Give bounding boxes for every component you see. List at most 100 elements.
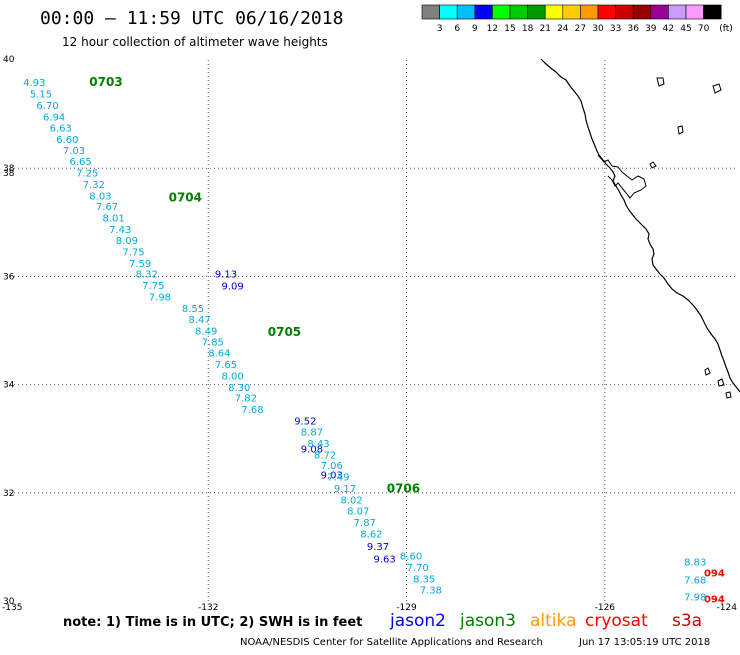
y-tick-label: 34 — [3, 381, 15, 391]
swh-label: 7.87 — [354, 518, 376, 529]
swh-label: 8.60 — [400, 552, 422, 563]
colorbar-swatch — [632, 4, 652, 20]
y-tick-label: 40 — [3, 55, 15, 65]
y-tick-label: 32 — [3, 489, 14, 499]
colorbar-swatch — [492, 4, 511, 20]
x-tick-label: -126 — [595, 603, 616, 613]
y-tick-label: 30 — [3, 597, 15, 607]
pass-label: 0703 — [89, 75, 122, 89]
swh-label: 8.62 — [360, 529, 382, 540]
swh-label: 9.37 — [367, 542, 389, 553]
coastline-map — [540, 58, 740, 399]
island-shape — [656, 77, 665, 87]
swh-label: 7.49 — [327, 473, 349, 484]
swh-label: 9.63 — [374, 554, 396, 565]
swh-label: 9.09 — [221, 282, 243, 293]
swh-label: 5.15 — [30, 90, 52, 101]
colorbar-label: 70 — [698, 24, 710, 34]
swh-label: 8.02 — [340, 495, 362, 506]
swh-label: 8.49 — [195, 327, 217, 338]
swh-label: 8.35 — [413, 574, 435, 585]
swh-label: 8.64 — [208, 349, 230, 360]
colorbar-label: 33 — [610, 24, 621, 34]
colorbar-label: 6 — [454, 24, 460, 34]
swh-label: 9.17 — [334, 484, 356, 495]
swh-label: 7.70 — [407, 563, 429, 574]
footer-credit: NOAA/NESDIS Center for Satellite Applica… — [240, 637, 543, 648]
colorbar-label: 39 — [645, 24, 657, 34]
swh-label: 7.82 — [235, 394, 257, 405]
colorbar-swatch — [650, 4, 669, 20]
swh-label: 8.43 — [307, 439, 329, 450]
island-shape — [725, 391, 732, 399]
swh-label: 8.83 — [684, 558, 706, 569]
colorbar-label: 30 — [592, 24, 604, 34]
legend-item-s3a: s3a — [672, 611, 702, 631]
swh-label: 9.03 — [321, 470, 343, 481]
island-shape — [704, 367, 711, 376]
swh-label: 7.68 — [684, 575, 706, 586]
swh-label: 7.98 — [149, 292, 171, 303]
legend: jason2 jason3 altika cryosat s3a — [389, 611, 702, 631]
data-marks: 9.139.09 9.52 9.08 9.03 9.379.63 0703 0704 0705… — [23, 75, 725, 605]
swh-label: 8.30 — [228, 383, 250, 394]
pass-label: 0706 — [387, 481, 420, 495]
bay-path — [597, 154, 647, 199]
coastline-path — [540, 58, 740, 393]
swh-label: 8.72 — [314, 450, 336, 461]
y-tick-label: 38 — [3, 169, 15, 179]
colorbar-swatch — [439, 4, 458, 20]
colorbar-label: 9 — [472, 24, 478, 34]
swh-label: 6.60 — [56, 135, 78, 146]
colorbar-label: 15 — [504, 24, 515, 34]
swh-label: 8.01 — [103, 213, 125, 224]
colorbar-label: 12 — [487, 24, 498, 34]
swh-label: 9.13 — [215, 270, 237, 281]
swh-label: 6.94 — [43, 112, 65, 123]
swh-label: 4.93 — [23, 78, 45, 89]
x-tick-label: -132 — [198, 603, 218, 613]
pass-label: 0704 — [169, 190, 202, 204]
colorbar-swatch — [685, 4, 704, 20]
swh-label: 6.63 — [50, 124, 72, 135]
colorbar-swatch — [615, 4, 634, 20]
colorbar-swatch — [668, 4, 687, 20]
swh-label: 094 — [704, 568, 725, 579]
colorbar-swatch — [474, 4, 493, 20]
island-shape — [649, 161, 657, 169]
chart-subtitle: 12 hour collection of altimeter wave hei… — [62, 35, 328, 49]
colorbar-label: 36 — [627, 24, 639, 34]
swh-label: 8.32 — [136, 270, 158, 281]
swh-label: 7.85 — [202, 337, 224, 348]
colorbar-swatch — [421, 4, 440, 20]
colorbar-swatch — [562, 4, 581, 20]
colorbar-label: 18 — [522, 24, 534, 34]
x-tick-label: -135 — [2, 603, 22, 613]
x-tick-label: -124 — [717, 603, 738, 613]
x-tick-label: -129 — [396, 603, 417, 613]
colorbar-label: 24 — [557, 24, 569, 34]
swh-label: 7.43 — [109, 225, 131, 236]
colorbar: 3 6 9 12 15 18 21 24 27 30 33 36 39 42 45 70 (ft) — [421, 4, 733, 34]
swh-label: 6.70 — [36, 101, 58, 112]
colorbar-swatch — [703, 4, 722, 20]
colorbar-label: 45 — [680, 24, 691, 34]
colorbar-unit: (ft) — [719, 24, 733, 34]
swh-label: 8.00 — [221, 371, 243, 382]
colorbar-swatch — [580, 4, 599, 20]
swh-label: 7.65 — [215, 360, 237, 371]
colorbar-swatch — [456, 4, 476, 20]
swh-label: 7.32 — [83, 180, 105, 191]
colorbar-swatch — [597, 4, 616, 20]
swh-label: 7.06 — [321, 461, 343, 472]
footer-timestamp: Jun 17 13:05:19 UTC 2018 — [578, 637, 710, 648]
colorbar-label: 21 — [539, 24, 550, 34]
swh-label: 8.87 — [301, 428, 323, 439]
swh-label: 7.03 — [63, 146, 85, 157]
legend-item-altika: altika — [530, 611, 577, 631]
swh-label: 7.98 — [684, 593, 706, 604]
swh-label: 094 — [704, 594, 725, 605]
y-tick-label: 38 — [3, 164, 15, 174]
